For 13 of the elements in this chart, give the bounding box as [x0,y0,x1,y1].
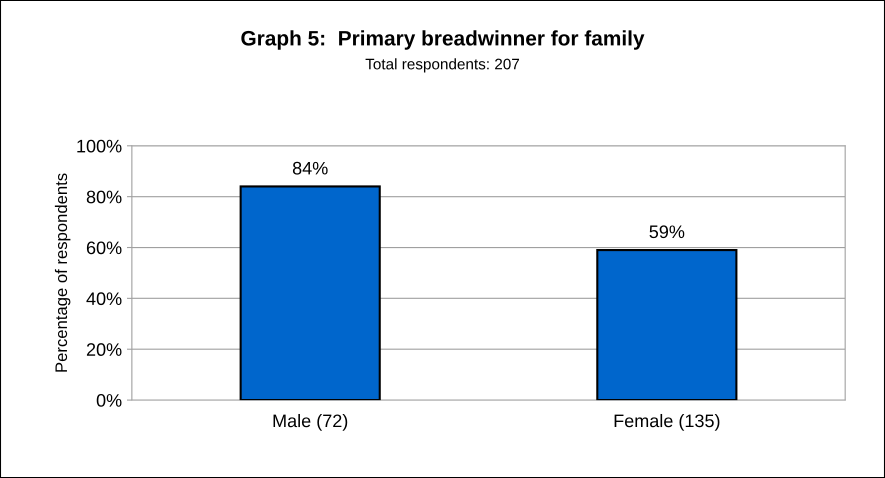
y-axis-title: Percentage of respondents [54,173,70,372]
y-tick-label: 40% [86,292,122,306]
chart-title: Graph 5: Primary breadwinner for family [241,30,644,50]
x-tick-label: Male (72) [274,414,348,431]
y-tick-label: 60% [86,241,122,254]
data-label: 59% [650,225,684,238]
y-tick-label: 20% [86,343,122,356]
y-tick-label: 80% [86,190,122,204]
y-tick-label: 100% [77,140,122,153]
y-tick-label: 0% [96,394,122,407]
x-tick-label: Female (135) [614,414,720,431]
chart-subtitle: Total respondents: 207 [366,58,520,72]
data-label: 84% [292,162,328,175]
